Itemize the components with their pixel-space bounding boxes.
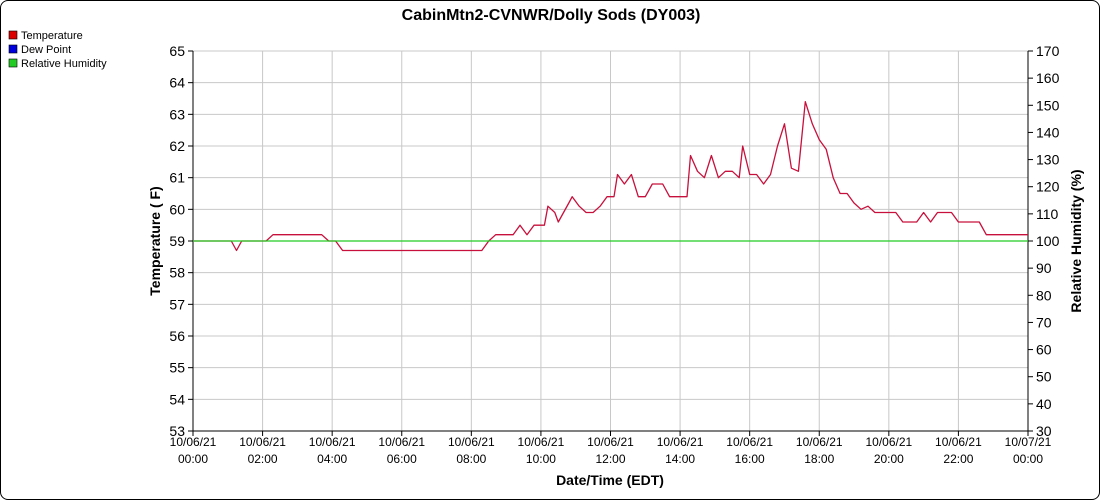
x-axis-ticks: 10/06/21 00:00 10/06/21 02:00 10/06/21 04:00 1… xyxy=(170,431,1052,466)
y2-axis-ticks: 30 40 50 60 70 80 90 100 110 120 130 140 150 160 170 xyxy=(1028,43,1060,439)
relative-humidity-legend-swatch xyxy=(8,58,18,68)
x-tick-date: 10/06/21 xyxy=(378,435,425,449)
x-tick-time: 02:00 xyxy=(248,452,278,466)
temperature-legend-swatch xyxy=(8,30,18,40)
y-tick-label: 60 xyxy=(169,201,185,217)
x-tick-time: 22:00 xyxy=(943,452,973,466)
x-tick-date: 10/06/21 xyxy=(587,435,634,449)
x-tick-time: 06:00 xyxy=(387,452,417,466)
y2-tick-label: 70 xyxy=(1036,314,1052,330)
x-tick-date: 10/06/21 xyxy=(796,435,843,449)
y2-tick-label: 100 xyxy=(1036,233,1060,249)
dew-point-legend-label: Dew Point xyxy=(21,44,71,56)
x-tick-date: 10/06/21 xyxy=(239,435,286,449)
y-tick-label: 64 xyxy=(169,75,185,91)
x-tick-date: 10/06/21 xyxy=(726,435,773,449)
x-tick-date: 10/06/21 xyxy=(518,435,565,449)
x-tick-date: 10/06/21 xyxy=(935,435,982,449)
y-tick-label: 58 xyxy=(169,265,185,281)
x-tick-date: 10/06/21 xyxy=(448,435,495,449)
y-tick-label: 65 xyxy=(169,43,185,59)
x-tick-time: 14:00 xyxy=(665,452,695,466)
x-axis-title: Date/Time (EDT) xyxy=(556,472,664,488)
y-axis-title: Temperature ( F) xyxy=(147,186,163,295)
x-tick-date: 10/06/21 xyxy=(657,435,704,449)
temperature-legend-label: Temperature xyxy=(21,30,83,42)
y2-tick-label: 120 xyxy=(1036,179,1060,195)
x-tick-date: 10/06/21 xyxy=(170,435,217,449)
y-tick-label: 61 xyxy=(169,170,185,186)
x-tick-date: 10/06/21 xyxy=(865,435,912,449)
relative-humidity-legend-label: Relative Humidity xyxy=(21,58,107,70)
series-layer xyxy=(193,101,1028,252)
y2-tick-label: 150 xyxy=(1036,97,1060,113)
y2-tick-label: 110 xyxy=(1036,206,1059,222)
y-tick-label: 59 xyxy=(169,233,185,249)
x-tick-time: 08:00 xyxy=(456,452,486,466)
temperature-series-line xyxy=(193,101,1028,252)
y-tick-label: 57 xyxy=(169,296,185,312)
x-tick-time: 10:00 xyxy=(526,452,556,466)
x-tick-date: 10/06/21 xyxy=(309,435,356,449)
x-tick-time: 04:00 xyxy=(317,452,347,466)
y2-tick-label: 170 xyxy=(1036,43,1060,59)
x-tick-time: 00:00 xyxy=(178,452,208,466)
y2-axis-title: Relative Humidity (%) xyxy=(1068,169,1084,312)
y2-tick-label: 30 xyxy=(1036,423,1052,439)
y2-tick-label: 160 xyxy=(1036,70,1060,86)
y2-tick-label: 130 xyxy=(1036,152,1060,168)
y-tick-label: 62 xyxy=(169,138,185,154)
y2-tick-label: 40 xyxy=(1036,396,1052,412)
y2-tick-label: 140 xyxy=(1036,124,1060,140)
y2-tick-label: 90 xyxy=(1036,260,1052,276)
x-tick-time: 00:00 xyxy=(1013,452,1043,466)
x-tick-time: 18:00 xyxy=(804,452,834,466)
y-tick-label: 53 xyxy=(169,423,185,439)
y-tick-label: 54 xyxy=(169,391,185,407)
y-tick-label: 55 xyxy=(169,360,185,376)
x-tick-time: 12:00 xyxy=(595,452,625,466)
chart-title: CabinMtn2-CVNWR/Dolly Sods (DY003) xyxy=(402,7,701,24)
y2-tick-label: 60 xyxy=(1036,342,1052,358)
x-tick-time: 16:00 xyxy=(735,452,765,466)
legend: Temperature Dew Point Relative Humidity xyxy=(8,30,107,70)
dew-point-legend-swatch xyxy=(8,44,18,54)
y-tick-label: 56 xyxy=(169,328,185,344)
y2-tick-label: 50 xyxy=(1036,369,1052,385)
y-axis-ticks: 53 54 55 56 57 58 59 60 61 62 63 64 65 xyxy=(169,43,193,439)
y2-tick-label: 80 xyxy=(1036,287,1052,303)
x-tick-date: 10/07/21 xyxy=(1005,435,1052,449)
y-tick-label: 63 xyxy=(169,106,185,122)
x-tick-time: 20:00 xyxy=(874,452,904,466)
